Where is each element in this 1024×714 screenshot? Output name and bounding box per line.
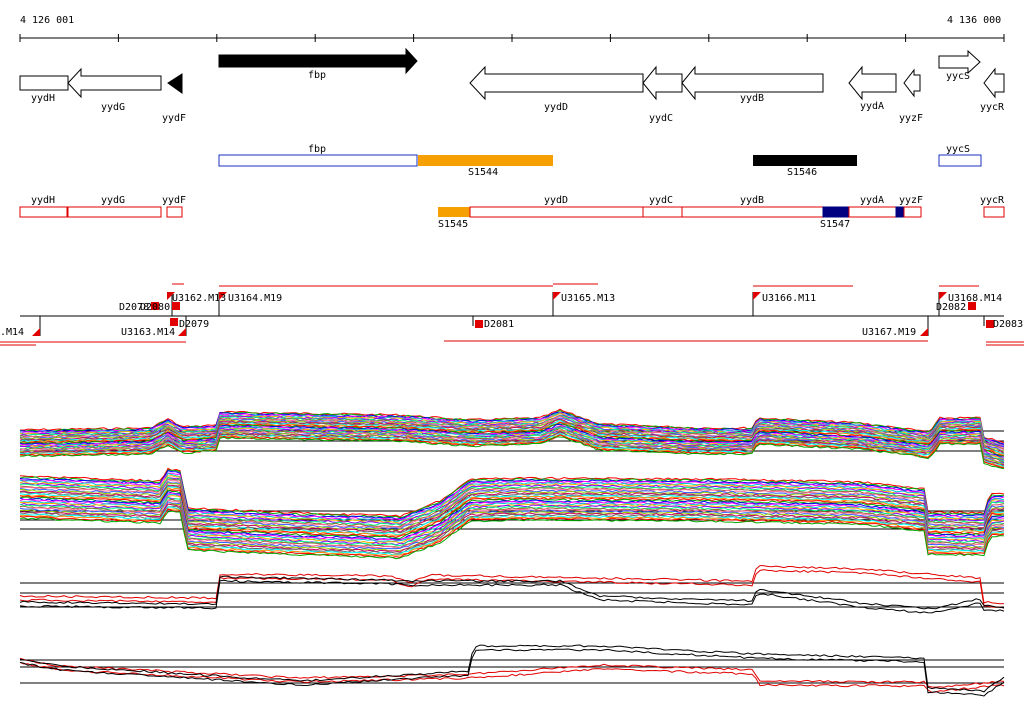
terminator-D2079[interactable]: D2079: [179, 319, 209, 330]
gene-yycS-arrow[interactable]: [938, 49, 981, 75]
expression-line: [19, 648, 1005, 697]
expression-line: [19, 579, 1005, 614]
feature2-yydB-box[interactable]: [681, 206, 824, 218]
feature2-label-yyzF: yyzF: [899, 195, 923, 206]
ruler-start-label: 4 126 001: [20, 15, 74, 26]
terminator-D2080[interactable]: D2080: [140, 302, 170, 313]
feature-label-S1546: S1546: [787, 167, 817, 178]
gene-track: [19, 47, 1005, 101]
expression-line: [19, 508, 1005, 556]
expression-line: [19, 644, 1005, 693]
expression-line: [19, 418, 1005, 454]
feature2-yydA-box[interactable]: [848, 206, 897, 218]
feature-label-fbp: fbp: [308, 144, 326, 155]
expression-line: [19, 565, 1005, 605]
transcript-U3167[interactable]: U3167.M19: [862, 327, 916, 338]
gene-label-yydB: yydB: [740, 93, 764, 104]
gene-yydB-arrow[interactable]: [681, 65, 824, 101]
feature2-S1547-box[interactable]: [822, 206, 850, 218]
expression-line: [19, 411, 1005, 445]
expression-line: [19, 419, 1005, 455]
expression-panel-4: [19, 644, 1005, 697]
gene-label-yydD: yydD: [544, 102, 568, 113]
expression-line: [19, 436, 1005, 470]
feature2-yydG-box[interactable]: [67, 206, 162, 218]
terminator-D2078[interactable]: D2078: [119, 302, 149, 313]
feature2-yydF-box[interactable]: [166, 206, 183, 218]
gene-label-yydG: yydG: [101, 102, 125, 113]
feature2-label-yydC: yydC: [649, 195, 673, 206]
terminator-D2082[interactable]: D2082: [936, 302, 966, 313]
gene-labels: yydH yydG yydF fbp yydD yydC yydB yydA y…: [31, 70, 1005, 124]
feature2-label-yydH: yydH: [31, 195, 55, 206]
ruler-end-label: 4 136 000: [947, 15, 1001, 26]
feature2-yydH-box[interactable]: [19, 206, 68, 218]
expression-line: [19, 569, 1005, 609]
feature2-label-yydG: yydG: [101, 195, 125, 206]
feature2-navy-marker: [895, 206, 905, 218]
gene-yydD-arrow[interactable]: [469, 65, 644, 101]
feature2-label-yydD: yydD: [544, 195, 568, 206]
feature2-S1545-box[interactable]: [438, 207, 470, 217]
transcript-U3168[interactable]: U3168.M14: [948, 293, 1002, 304]
feature2-label-yydA: yydA: [860, 195, 884, 206]
expression-line: [19, 657, 1005, 688]
feature-S1544-box[interactable]: [418, 155, 553, 166]
transcript-U3164[interactable]: U3164.M19: [228, 293, 282, 304]
feature2-yydD-box[interactable]: [469, 206, 644, 218]
feature2-label-yydB: yydB: [740, 195, 764, 206]
feature2-label-S1547: S1547: [820, 219, 850, 230]
feature-track-1: fbp S1544 S1546 yycS: [218, 144, 982, 178]
expression-line: [19, 425, 1005, 459]
gene-yydC-arrow[interactable]: [642, 65, 683, 101]
gene-yydH-arrow[interactable]: [19, 75, 69, 91]
gene-yydF-arrow[interactable]: [167, 73, 183, 94]
feature-yycS-box[interactable]: [938, 154, 982, 167]
transcript-left-M14[interactable]: .M14: [0, 327, 24, 338]
expression-line: [19, 428, 1005, 463]
gene-yyzF-arrow[interactable]: [903, 68, 921, 98]
feature-track-2: [19, 206, 1005, 218]
transcript-U3166[interactable]: U3166.M11: [762, 293, 816, 304]
gene-label-yydH: yydH: [31, 93, 55, 104]
expression-panel-2: [19, 467, 1005, 560]
feature-track-2-labels: yydH yydG yydF S1545 yydD yydC yydB S154…: [31, 195, 1005, 230]
feature-label-yycS-box: yycS: [946, 144, 970, 155]
gene-yydA-arrow[interactable]: [848, 65, 897, 101]
transcript-U3163[interactable]: U3163.M14: [121, 327, 175, 338]
gene-label-yydF: yydF: [162, 113, 186, 124]
gene-label-yydC: yydC: [649, 113, 673, 124]
gene-label-yydA: yydA: [860, 101, 884, 112]
transcript-U3165[interactable]: U3165.M13: [561, 293, 615, 304]
gene-yydG-arrow[interactable]: [67, 67, 162, 99]
terminator-D2081[interactable]: D2081: [484, 319, 514, 330]
expression-line: [19, 575, 1005, 610]
expression-line: [19, 510, 1005, 560]
feature2-label-yycR: yycR: [980, 195, 1005, 206]
terminator-D2083[interactable]: D2083: [993, 319, 1023, 330]
gene-fbp-arrow[interactable]: [218, 47, 418, 75]
gene-label-yycR: yycR: [980, 102, 1005, 113]
gene-label-yycS: yycS: [946, 71, 970, 82]
transcript-U3162[interactable]: U3162.M13: [172, 293, 226, 304]
gene-label-yyzF: yyzF: [899, 113, 923, 124]
feature-S1546-box[interactable]: [753, 155, 857, 166]
feature-fbp-box[interactable]: [218, 154, 418, 167]
feature2-label-yydF: yydF: [162, 195, 186, 206]
feature2-label-S1545: S1545: [438, 219, 468, 230]
expression-panel-1: [19, 408, 1005, 470]
expression-panel-3: [19, 565, 1005, 614]
expression-line: [19, 412, 1005, 447]
position-ruler: 4 126 001 4 136 000: [19, 15, 1005, 42]
transcript-track: U3164.M19 U3165.M13 U3166.M11 U3168.M14 …: [0, 283, 1024, 346]
gene-label-fbp: fbp: [308, 70, 326, 81]
gene-yycR-arrow[interactable]: [983, 67, 1005, 99]
feature2-yydC-box[interactable]: [642, 206, 683, 218]
feature-label-S1544: S1544: [468, 167, 498, 178]
feature2-yycR-box[interactable]: [983, 206, 1005, 218]
feature2-yyzF-box[interactable]: [903, 206, 922, 218]
